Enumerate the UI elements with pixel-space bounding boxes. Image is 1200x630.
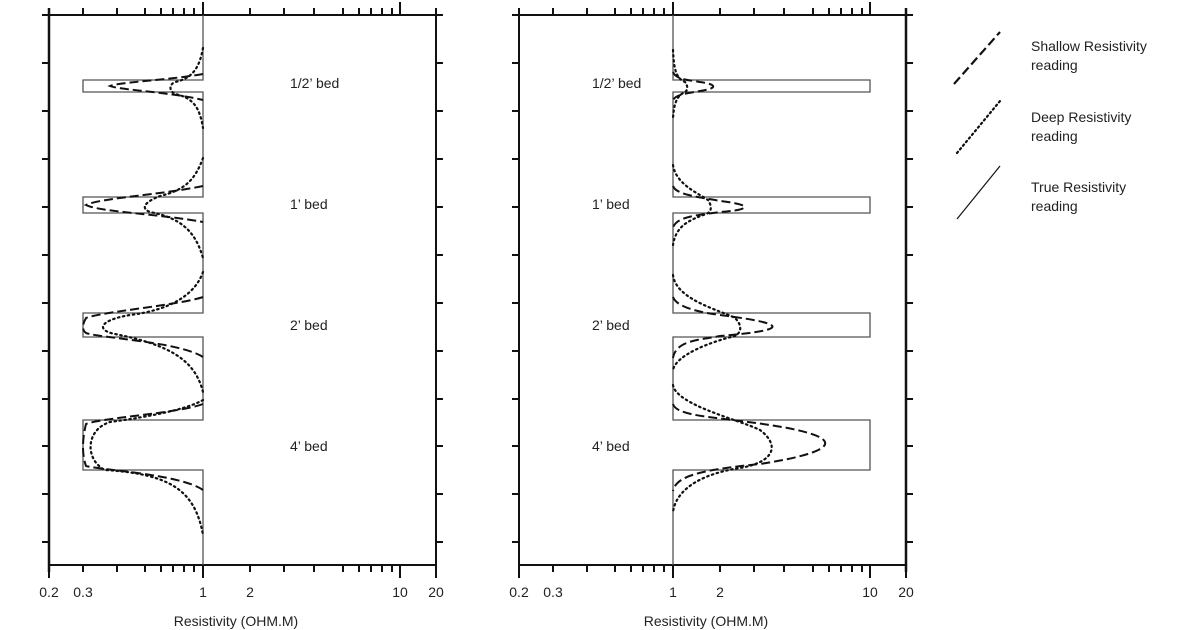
x-axis-title: Resistivity (OHM.M) [644,613,768,629]
x-tick-label: 2 [716,584,724,600]
x-tick-label: 0.3 [73,584,93,600]
shallow-resistivity-curve-right [672,71,827,492]
x-tick-label: 0.2 [509,584,529,600]
legend-item-shallow: Shallow Resistivity reading [953,31,1147,85]
legend-label: reading [1031,57,1078,73]
x-tick-label: 0.3 [543,584,563,600]
bed-label: 2’ bed [290,317,328,333]
x-tick-label: 1 [669,584,677,600]
bed-label: 1/2’ bed [290,75,339,91]
bed-label: 4’ bed [592,438,630,454]
dotted-line-icon [955,99,1002,155]
right-panel: 0.2 0.3 1 2 10 20 Resistivity (OHM.M) 1/… [509,2,914,629]
x-tick-label: 0.2 [39,584,59,600]
bed-label: 1/2’ bed [592,75,641,91]
dashed-line-icon [953,31,1001,85]
x-tick-label: 2 [246,584,254,600]
legend-label: Shallow Resistivity [1031,38,1147,54]
y-ticks-left [42,62,443,543]
true-resistivity-curve-right [672,15,871,565]
solid-line-icon [956,165,1001,220]
true-resistivity-curve-left [82,15,204,565]
deep-resistivity-curve-right [671,48,773,514]
bed-label: 1’ bed [592,196,630,212]
y-ticks-right [512,62,913,543]
bed-label: 4’ bed [290,438,328,454]
legend-label: Deep Resistivity [1031,109,1131,125]
x-ticks-top-left [82,2,401,15]
left-panel: 0.2 0.3 1 2 10 20 Resistivity (OHM.M) 1/… [39,2,444,629]
legend-label: True Resistivity [1031,179,1126,195]
deep-resistivity-curve-left [89,46,205,537]
shallow-resistivity-curve-left [82,73,204,491]
legend-label: reading [1031,128,1078,144]
legend-label: reading [1031,198,1078,214]
bed-label: 1’ bed [290,196,328,212]
x-tick-label: 1 [199,584,207,600]
legend: Shallow Resistivity reading Deep Resisti… [953,31,1147,220]
x-ticks-bottom-right [518,565,907,578]
x-tick-label: 20 [898,584,914,600]
legend-item-deep: Deep Resistivity reading [955,99,1131,155]
x-axis-title: Resistivity (OHM.M) [174,613,298,629]
x-ticks-top-right [552,2,871,15]
legend-item-true: True Resistivity reading [956,165,1126,220]
x-ticks-bottom-left [48,565,437,578]
x-tick-label: 10 [862,584,878,600]
bed-label: 2’ bed [592,317,630,333]
x-tick-label: 10 [392,584,408,600]
x-tick-label: 20 [428,584,444,600]
